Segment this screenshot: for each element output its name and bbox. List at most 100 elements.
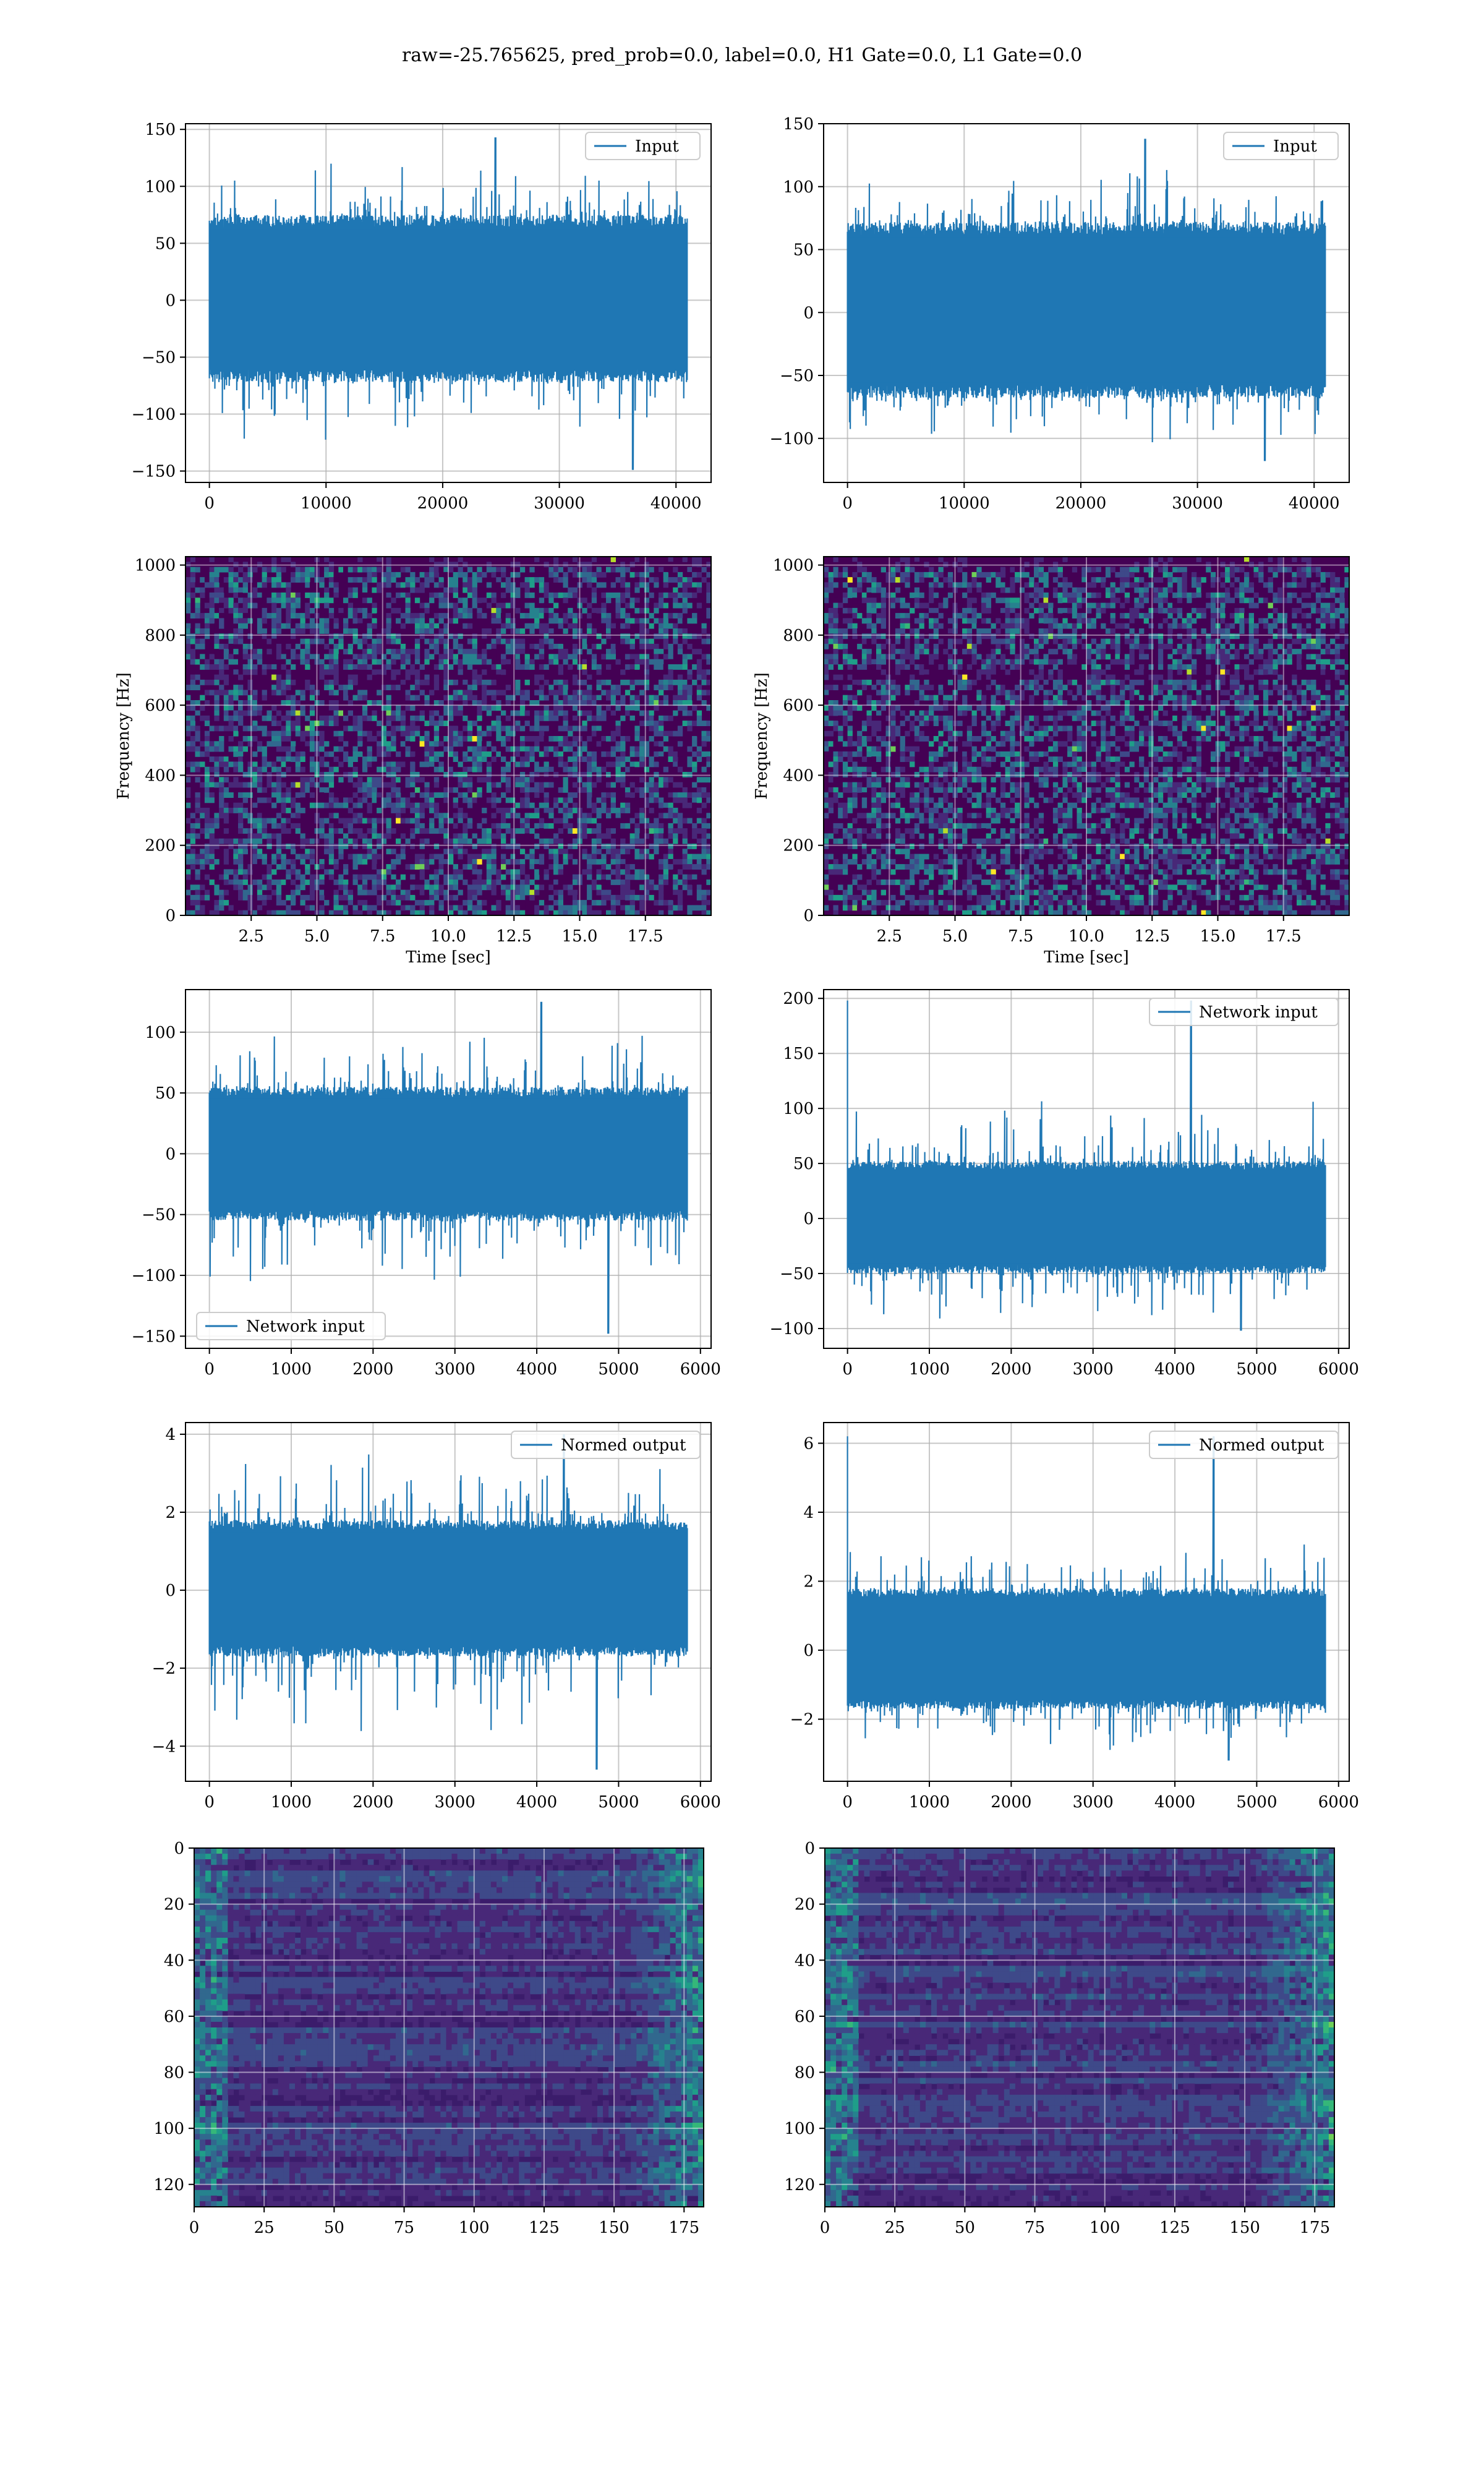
spectrogram-cell (396, 797, 401, 803)
spectrogram-cell (200, 751, 205, 757)
spectrogram-cell (824, 884, 829, 890)
spectrogram-cell (424, 864, 429, 870)
spectrogram-cell (453, 823, 458, 829)
spectrogram-cell (439, 664, 444, 670)
spectrogram-cell (601, 572, 606, 578)
spectrogram-cell (597, 890, 602, 896)
spectrogram-cell (434, 895, 439, 901)
spectrogram-cell (548, 685, 553, 690)
spectrogram-cell (334, 644, 339, 649)
spectrogram-cell (401, 803, 406, 808)
spectrogram-cell (587, 695, 592, 701)
spectrogram-cell (362, 782, 367, 788)
spectrogram-cell (573, 623, 578, 629)
spectrogram-cell (601, 618, 606, 623)
spectrogram-cell (186, 833, 190, 839)
spectrogram-cell (539, 900, 544, 905)
spectrogram-cell (582, 813, 587, 818)
spectrogram-cell (386, 849, 391, 854)
spectrogram-cell (620, 895, 625, 901)
spectrogram-cell (634, 839, 639, 844)
spectrogram-cell (630, 777, 635, 782)
x-tick-label: 17.5 (628, 927, 663, 946)
spectrogram-cell (190, 716, 195, 721)
spectrogram-cell (511, 726, 516, 731)
spectrogram-cell (515, 900, 520, 905)
spectrogram-cell (271, 705, 276, 711)
spectrogram-cell (233, 782, 238, 788)
spectrogram-cell (301, 695, 305, 701)
spectrogram-cell (291, 613, 296, 618)
spectrogram-cell (410, 618, 415, 623)
spectrogram-cell (420, 613, 425, 618)
spectrogram-cell (871, 628, 876, 634)
spectrogram-cell (372, 756, 377, 762)
spectrogram-cell (529, 869, 534, 875)
spectrogram-cell (439, 613, 444, 618)
spectrogram-cell (463, 849, 467, 854)
x-tick-label: 20000 (1055, 494, 1107, 513)
spectrogram-cell (472, 880, 477, 885)
spectrogram-cell (871, 787, 876, 793)
spectrogram-cell (539, 597, 544, 603)
spectrogram-cell (372, 588, 377, 593)
spectrogram-cell (276, 864, 281, 870)
spectrogram-cell (205, 890, 210, 896)
spectrogram-cell (391, 890, 396, 896)
spectrogram-cell (838, 751, 843, 757)
spectrogram-cell (271, 675, 276, 680)
spectrogram-cell (630, 644, 635, 649)
spectrogram-cell (654, 751, 659, 757)
spectrogram-cell (367, 777, 372, 782)
spectrogram-cell (448, 716, 453, 721)
spectrogram-cell (630, 711, 635, 716)
spectrogram-cell (286, 818, 291, 824)
spectrogram-cell (377, 582, 382, 588)
spectrogram-cell (310, 582, 315, 588)
spectrogram-cell (238, 588, 243, 593)
spectrogram-cell (386, 828, 391, 834)
spectrogram-cell (597, 582, 602, 588)
spectrogram-cell (673, 761, 678, 767)
spectrogram-cell (673, 726, 678, 731)
spectrogram-cell (529, 828, 534, 834)
spectrogram-cell (668, 900, 673, 905)
spectrogram-cell (248, 705, 253, 711)
spectrogram-cell (895, 628, 900, 634)
spectrogram-cell (434, 726, 439, 731)
spectrogram-cell (291, 608, 296, 614)
spectrogram-cell (587, 813, 592, 818)
spectrogram-cell (649, 792, 654, 798)
spectrogram-cell (506, 726, 511, 731)
spectrogram-cell (262, 756, 267, 762)
spectrogram-cell (406, 695, 411, 701)
spectrogram-cell (673, 577, 678, 583)
spectrogram-cell (396, 792, 401, 798)
spectrogram-cell (592, 726, 597, 731)
spectrogram-cell (396, 654, 401, 659)
spectrogram-cell (529, 623, 534, 629)
spectrogram-cell (520, 577, 525, 583)
spectrogram-cell (568, 741, 573, 747)
spectrogram-cell (229, 557, 234, 562)
spectrogram-cell (377, 869, 382, 875)
spectrogram-cell (558, 623, 563, 629)
spectrogram-cell (291, 572, 296, 578)
spectrogram-cell (573, 839, 578, 844)
spectrogram-cell (654, 787, 659, 793)
spectrogram-cell (310, 608, 315, 614)
spectrogram-cell (343, 895, 348, 901)
spectrogram-cell (343, 567, 348, 573)
spectrogram-cell (649, 880, 654, 885)
spectrogram-cell (348, 818, 353, 824)
spectrogram-cell (286, 767, 291, 773)
spectrogram-cell (195, 659, 200, 665)
spectrogram-cell (214, 633, 219, 639)
spectrogram-cell (415, 813, 420, 818)
spectrogram-cell (205, 731, 210, 737)
spectrogram-cell (881, 618, 886, 623)
spectrogram-cell (834, 623, 838, 629)
spectrogram-cell (649, 623, 654, 629)
spectrogram-cell (429, 567, 434, 573)
spectrogram-cell (310, 875, 315, 880)
